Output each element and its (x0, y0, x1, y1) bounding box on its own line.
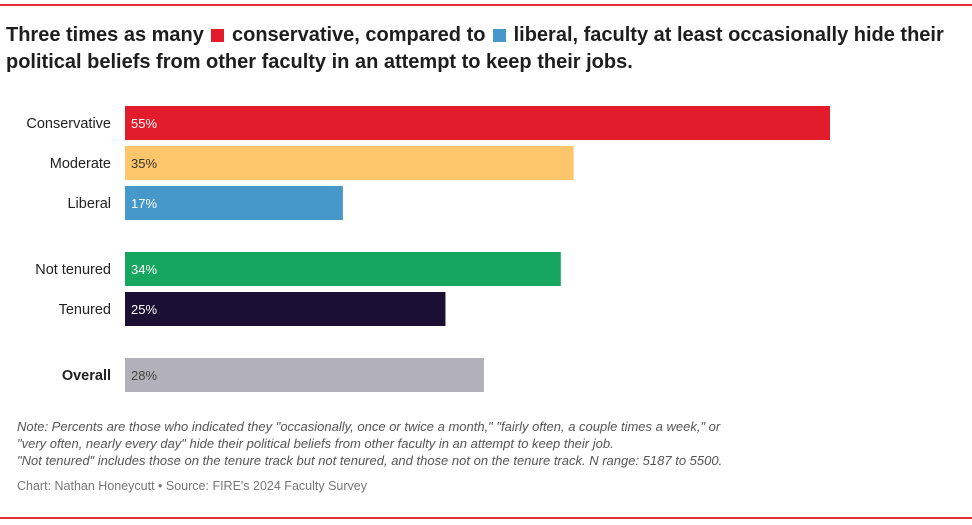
note-line-3: "Not tenured" includes those on the tenu… (17, 453, 723, 468)
value-label-overall: 28% (131, 368, 157, 383)
bar-overall (125, 358, 484, 392)
category-label-tenured: Tenured (59, 302, 111, 318)
bottom-rule (0, 517, 972, 519)
category-label-moderate: Moderate (50, 156, 111, 172)
category-label-liberal: Liberal (67, 196, 111, 212)
value-label-conservative: 55% (131, 116, 157, 131)
bar-tenured (125, 292, 446, 326)
liberal-legend-swatch (493, 29, 507, 42)
chart-credit: Chart: Nathan Honeycutt • Source: FIRE's… (17, 479, 367, 493)
value-label-liberal: 17% (131, 196, 157, 211)
value-label-tenured: 25% (131, 302, 157, 317)
bar-moderate (125, 146, 574, 180)
title-text-2: compared to (365, 24, 486, 46)
note-line-2: "very often, nearly every day" hide thei… (17, 436, 614, 451)
title-text-3: faculty at least occasionally hide their… (6, 24, 944, 73)
bar-liberal (125, 186, 343, 220)
title-legend-conservative: conservative, (232, 24, 360, 46)
title-legend-liberal: liberal, (513, 24, 579, 46)
chart-note: Note: Percents are those who indicated t… (17, 418, 917, 469)
title-text-1: Three times as many (6, 24, 204, 46)
bar-chart: Conservative 55% Moderate 35% Liberal 17% Not … (26, 106, 830, 392)
chart-title: Three times as many conservative, compar… (6, 22, 966, 76)
bar-not-tenured (125, 252, 561, 286)
bar-conservative (125, 106, 830, 140)
value-label-moderate: 35% (131, 156, 157, 171)
category-label-not-tenured: Not tenured (35, 262, 111, 278)
conservative-legend-swatch (211, 29, 225, 42)
category-label-overall: Overall (62, 368, 111, 384)
value-label-not-tenured: 34% (131, 262, 157, 277)
note-line-1: Note: Percents are those who indicated t… (17, 419, 721, 434)
top-rule (0, 4, 972, 6)
category-label-conservative: Conservative (26, 116, 111, 132)
